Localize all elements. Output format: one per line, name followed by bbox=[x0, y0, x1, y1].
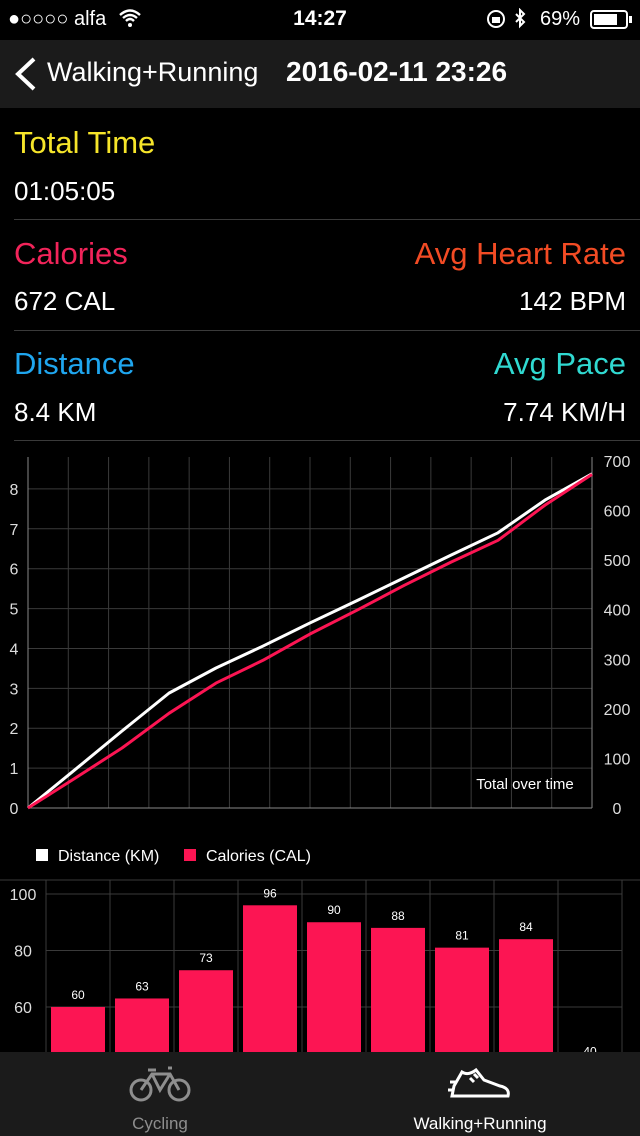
y2-tick-label: 600 bbox=[604, 504, 631, 521]
separator bbox=[14, 219, 640, 220]
y-tick-label: 0 bbox=[10, 801, 19, 818]
y-tick-label: 1 bbox=[10, 761, 19, 778]
tab-label[interactable]: Cycling bbox=[132, 1114, 188, 1133]
stat-value: 8.4 KM bbox=[14, 397, 97, 427]
separator bbox=[14, 330, 640, 331]
bar-value-label: 84 bbox=[519, 920, 533, 934]
status-bar: ●○○○○ alfa 14:27 69% bbox=[0, 0, 640, 40]
data-line bbox=[27, 472, 593, 810]
wifi-icon bbox=[119, 9, 141, 27]
y2-tick-label: 400 bbox=[604, 603, 631, 620]
stat-value: 142 BPM bbox=[519, 286, 626, 316]
stat-label: Total Time bbox=[14, 125, 156, 160]
tab-label[interactable]: Walking+Running bbox=[413, 1114, 547, 1133]
y2-tick-label: 0 bbox=[613, 801, 622, 818]
y-tick-label: 4 bbox=[10, 641, 19, 658]
tab-bar: Cycling Walking+Running bbox=[0, 1052, 640, 1136]
bar-value-label: 63 bbox=[135, 979, 149, 993]
y-tick-label: 100 bbox=[10, 887, 37, 904]
stat-value: 01:05:05 bbox=[14, 176, 116, 206]
nav-bar: Walking+Running 2016-02-11 23:26 bbox=[0, 40, 640, 108]
y2-tick-label: 500 bbox=[604, 553, 631, 570]
nav-title: 2016-02-11 23:26 bbox=[286, 56, 508, 87]
bar-value-label: 96 bbox=[263, 886, 277, 900]
back-button[interactable]: Walking+Running bbox=[47, 57, 259, 87]
clock: 14:27 bbox=[293, 7, 347, 30]
stat-value: 7.74 KM/H bbox=[503, 397, 626, 427]
y-tick-label: 5 bbox=[10, 602, 19, 619]
stat-value: 672 CAL bbox=[14, 286, 116, 316]
bar-value-label: 73 bbox=[199, 951, 213, 965]
bar-value-label: 88 bbox=[391, 909, 405, 923]
legend-swatch bbox=[184, 849, 196, 861]
y2-tick-label: 100 bbox=[604, 751, 631, 768]
bar-value-label: 81 bbox=[455, 929, 469, 943]
status-icons bbox=[487, 8, 526, 29]
carrier: ●○○○○ alfa bbox=[8, 8, 107, 30]
y-tick-label: 60 bbox=[14, 1000, 32, 1017]
stat-label: Distance bbox=[14, 346, 135, 381]
separator bbox=[14, 440, 640, 441]
legend-swatch bbox=[36, 849, 48, 861]
y-tick-label: 80 bbox=[14, 943, 32, 960]
stat-label: Avg Pace bbox=[493, 346, 626, 381]
y-tick-label: 3 bbox=[10, 681, 19, 698]
battery-icon bbox=[590, 10, 632, 29]
y-tick-label: 2 bbox=[10, 721, 19, 738]
stat-label: Calories bbox=[14, 236, 128, 271]
battery-text: 69% bbox=[540, 8, 581, 30]
bar-value-label: 90 bbox=[327, 903, 341, 917]
y-tick-label: 7 bbox=[10, 522, 19, 539]
legend-label: Distance (KM) bbox=[58, 848, 159, 865]
y2-tick-label: 300 bbox=[604, 652, 631, 669]
legend-label: Calories (CAL) bbox=[206, 848, 311, 865]
bar-value-label: 60 bbox=[71, 988, 85, 1002]
running-icon[interactable] bbox=[448, 1064, 514, 1104]
stat-label: Avg Heart Rate bbox=[414, 236, 626, 271]
y2-tick-label: 200 bbox=[604, 702, 631, 719]
cycling-icon[interactable] bbox=[128, 1064, 192, 1104]
y-tick-label: 8 bbox=[10, 482, 19, 499]
data-line bbox=[27, 473, 593, 810]
back-chevron[interactable] bbox=[12, 56, 38, 92]
annotation: Total over time bbox=[476, 776, 574, 793]
y-tick-label: 6 bbox=[10, 562, 19, 579]
y2-tick-label: 700 bbox=[604, 454, 631, 471]
